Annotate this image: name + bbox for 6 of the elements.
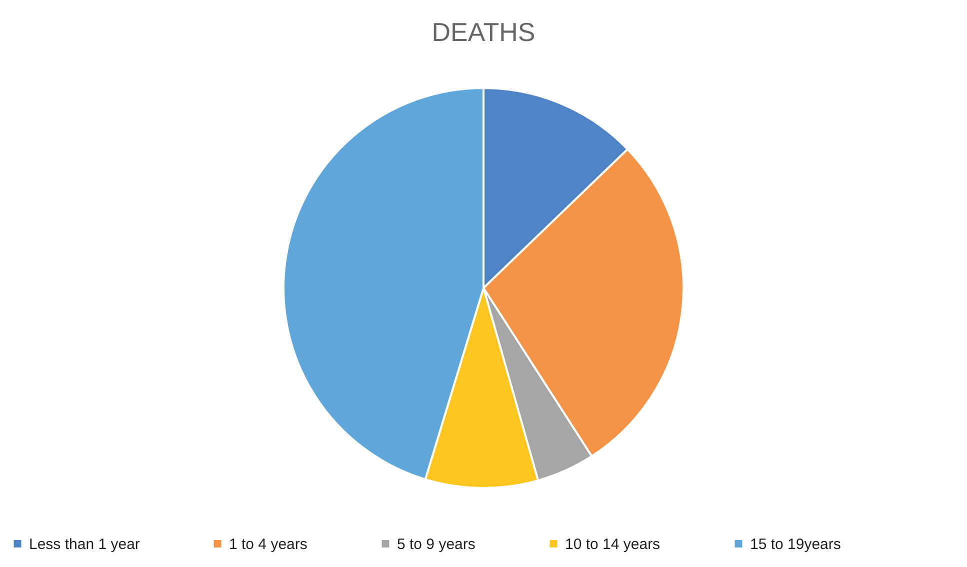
legend-label: 5 to 9 years — [397, 536, 476, 553]
legend-label: 15 to 19years — [750, 536, 841, 553]
legend-label: 1 to 4 years — [229, 536, 308, 553]
legend-label: 10 to 14 years — [565, 536, 660, 553]
legend-label: Less than 1 year — [29, 536, 140, 553]
chart-title: DEATHS — [432, 17, 536, 47]
